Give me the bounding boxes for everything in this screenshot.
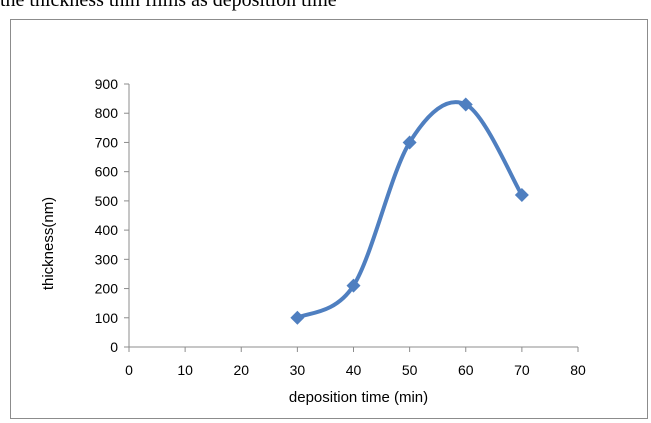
y-tick-label: 600 (95, 164, 119, 180)
y-tick-label: 300 (95, 251, 119, 267)
x-tick-label: 40 (346, 362, 362, 378)
y-axis-label: thickness(nm) (40, 197, 57, 290)
data-point-marker (346, 278, 361, 293)
y-tick-label: 500 (95, 193, 119, 209)
data-point-marker (514, 188, 529, 203)
series-line (295, 100, 524, 320)
data-point-marker (290, 310, 305, 325)
data-point-marker (458, 97, 473, 112)
y-tick-label: 0 (110, 339, 118, 355)
y-tick-label: 900 (95, 76, 119, 92)
y-tick-label: 400 (95, 222, 119, 238)
y-tick-label: 700 (95, 134, 119, 150)
x-tick-label: 10 (177, 362, 193, 378)
x-tick-label: 70 (514, 362, 530, 378)
y-axis: 0 100 200 300 400 500 600 700 800 900 (95, 76, 130, 355)
x-tick-label: 60 (458, 362, 474, 378)
line-chart: 0 100 200 300 400 500 600 700 800 900 0 10 20 30 40 50… (40, 76, 586, 406)
x-tick-label: 50 (402, 362, 418, 378)
chart-area: 0 100 200 300 400 500 600 700 800 900 0 10 20 30 40 50… (10, 19, 648, 419)
figure-caption: the thickness thin films as deposition t… (0, 0, 337, 11)
x-tick-label: 80 (570, 362, 586, 378)
y-tick-label: 800 (95, 105, 119, 121)
y-tick-label: 100 (95, 310, 119, 326)
x-tick-label: 20 (233, 362, 249, 378)
y-tick-label: 200 (95, 281, 119, 297)
x-axis: 0 10 20 30 40 50 60 70 80 (125, 346, 586, 378)
x-tick-label: 30 (290, 362, 306, 378)
x-axis-label: deposition time (min) (289, 389, 428, 406)
data-point-marker (402, 135, 417, 150)
x-tick-label: 0 (125, 362, 133, 378)
data-markers (290, 97, 529, 325)
